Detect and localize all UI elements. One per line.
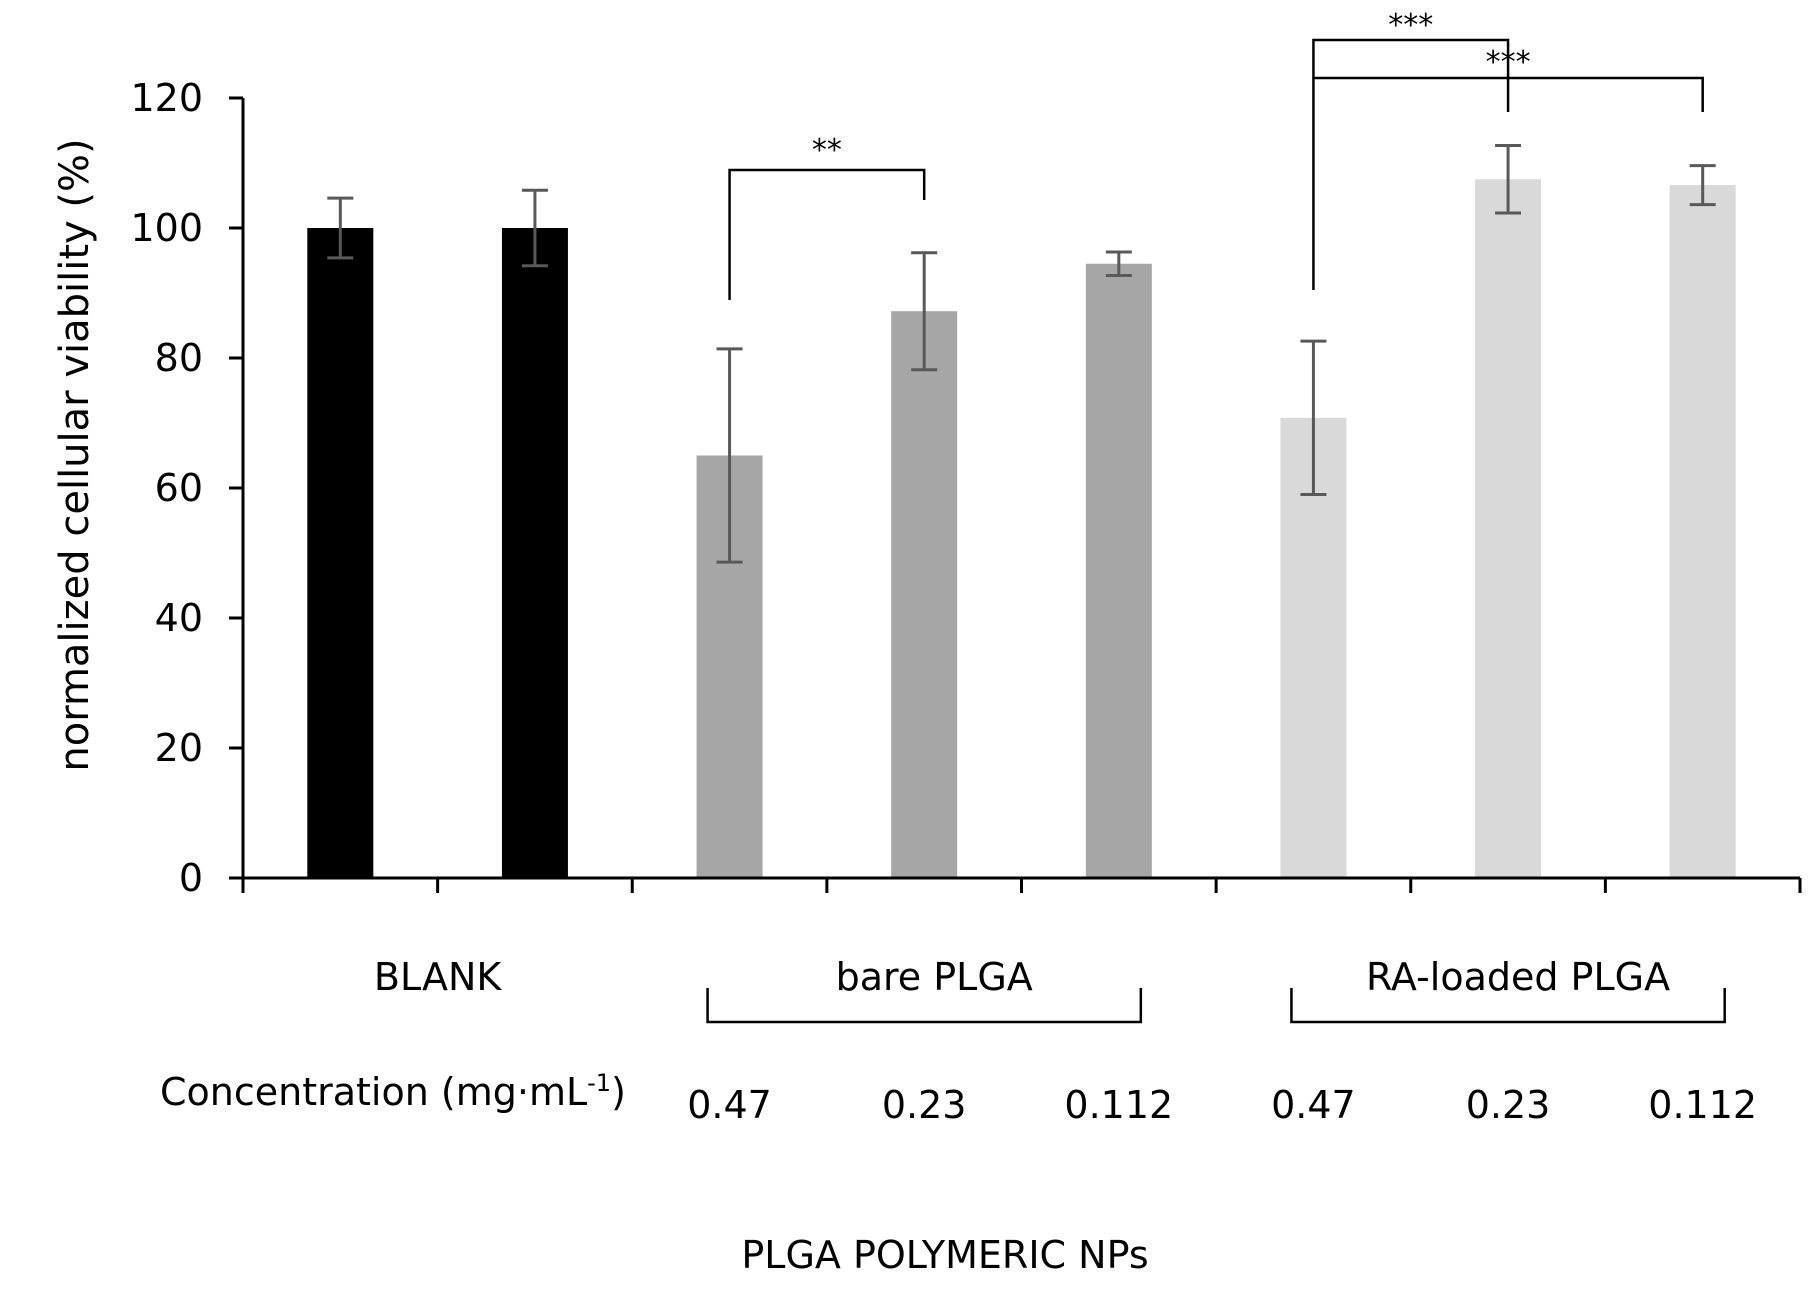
group-label-3: RA-loaded PLGA (1366, 955, 1670, 999)
y-tick-label-120: 120 (130, 76, 203, 120)
significance-layer: ******** (728, 8, 1704, 300)
bar-4 (891, 311, 958, 878)
concentration-value-3: 0.47 (687, 1083, 772, 1127)
x-axis-label: PLGA POLYMERIC NPs (741, 1233, 1148, 1277)
significance-bracket-2 (1312, 38, 1510, 290)
y-axis-label: normalized cellular viability (%) (52, 138, 98, 771)
significance-label-3: *** (1486, 45, 1531, 80)
significance-label-1: ** (812, 133, 842, 168)
concentration-value-6: 0.47 (1271, 1083, 1356, 1127)
bar-2 (501, 228, 568, 878)
concentration-label-sup: -1 (587, 1069, 611, 1097)
significance-bracket-1 (728, 168, 926, 300)
significance-label-2: *** (1388, 8, 1433, 43)
bar-1 (307, 228, 374, 878)
group-label-2: bare PLGA (836, 955, 1033, 999)
bar-8 (1669, 185, 1736, 879)
group-label-1: BLANK (374, 955, 503, 999)
y-tick-label-80: 80 (155, 336, 203, 380)
y-tick-label-40: 40 (155, 596, 203, 640)
y-tick-label-20: 20 (155, 726, 203, 770)
bars-layer (307, 179, 1736, 879)
error-bars-layer (327, 143, 1716, 564)
y-tick-label-0: 0 (179, 856, 203, 900)
concentration-value-5: 0.112 (1064, 1083, 1173, 1127)
concentration-value-7: 0.23 (1466, 1083, 1551, 1127)
bar-7 (1475, 179, 1542, 878)
bar-5 (1085, 263, 1152, 878)
y-tick-label-100: 100 (130, 206, 203, 250)
axes-layer: 0 20 40 60 80 100 120 (130, 76, 1802, 900)
concentration-value-8: 0.112 (1648, 1083, 1757, 1127)
significance-bracket-3 (1313, 76, 1704, 112)
concentration-label-close: ) (611, 1070, 626, 1114)
y-tick-label-60: 60 (155, 466, 203, 510)
group-bracket-3 (1290, 988, 1726, 1024)
concentration-label-main: Concentration (mg·mL (160, 1070, 587, 1114)
group-bracket-2 (706, 988, 1143, 1024)
concentration-label: Concentration (mg·mL-1) (160, 1069, 626, 1114)
concentration-value-4: 0.23 (882, 1083, 967, 1127)
labels-layer: BLANK bare PLGA RA-loaded PLGA 0.47 0.23 0.11… (374, 955, 1757, 1127)
